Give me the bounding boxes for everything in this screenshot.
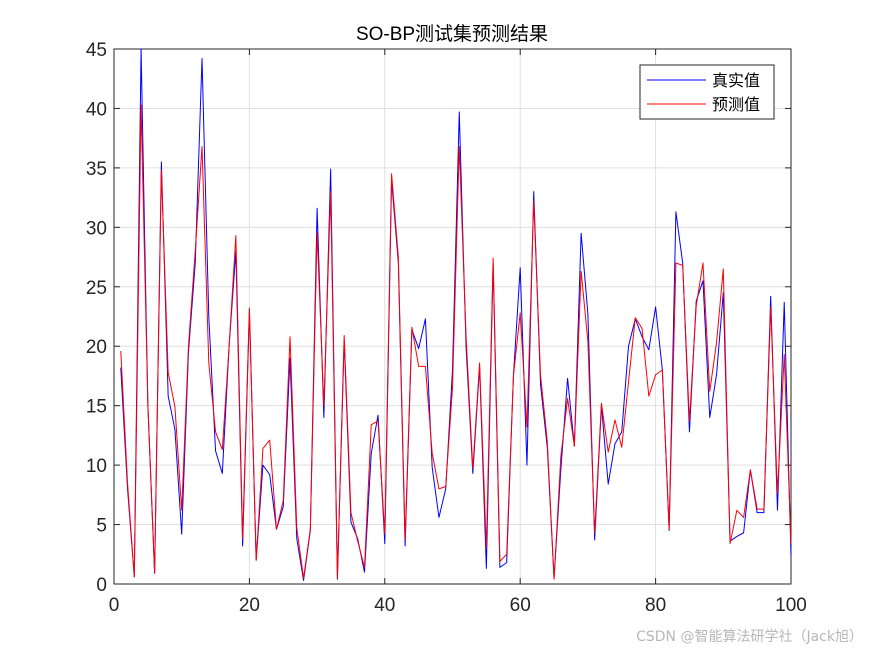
y-tick-label: 5: [96, 516, 107, 537]
x-tick-label: 80: [645, 595, 666, 616]
y-tick-label: 15: [86, 397, 107, 418]
legend-label-2: 预测值: [712, 95, 760, 114]
y-tick-label: 30: [86, 218, 107, 239]
x-tick-label: 60: [510, 595, 531, 616]
x-tick-label: 100: [775, 595, 807, 616]
y-tick-label: 40: [86, 99, 107, 120]
series-line-2: [120, 104, 792, 580]
x-tick-label: 0: [109, 595, 120, 616]
watermark: CSDN @智能算法研学社（Jack旭）: [636, 629, 863, 645]
y-tick-label: 35: [86, 159, 107, 180]
series-group: [120, 48, 792, 581]
y-tick-label: 25: [86, 278, 107, 299]
legend-box: [639, 64, 775, 120]
y-tick-label: 45: [86, 40, 107, 61]
y-tick-label: 10: [86, 456, 107, 477]
chart-title: SO-BP测试集预测结果: [356, 23, 548, 45]
plot-area: [114, 49, 791, 584]
x-tick-label: 40: [374, 595, 395, 616]
y-tick-label: 0: [96, 575, 107, 596]
x-tick-label: 20: [239, 595, 260, 616]
axes: 0 20 40 60 80 100 0 5 10 15 20 25 30 35 40 45: [86, 40, 807, 616]
axes-box: [113, 48, 792, 585]
grid-lines: [114, 49, 791, 584]
legend-label-1: 真实值: [712, 71, 760, 90]
y-tick-label: 20: [86, 337, 107, 358]
